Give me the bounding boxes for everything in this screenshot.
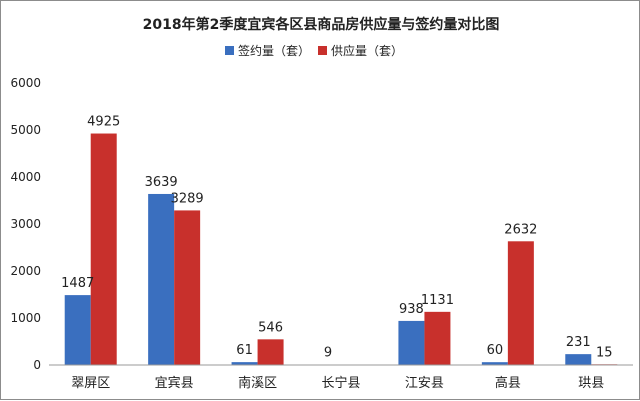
data-label-signed: 60 <box>487 343 504 358</box>
legend-swatch-supply <box>318 46 327 55</box>
x-axis: 翠屏区 宜宾县 南溪区 长宁县 江安县 高县 珙县 <box>71 375 604 391</box>
x-category-label: 翠屏区 <box>71 376 110 391</box>
data-label-signed: 3639 <box>145 175 178 190</box>
data-label-supply: 3289 <box>171 191 204 206</box>
y-tick-label: 6000 <box>10 76 41 90</box>
y-tick-label: 5000 <box>10 123 41 137</box>
chart-title: 2018年第2季度宜宾各区县商品房供应量与签约量对比图 <box>143 16 500 33</box>
data-label-signed: 231 <box>566 335 591 350</box>
legend-swatch-signed <box>225 46 234 55</box>
data-label-signed: 1487 <box>61 276 94 291</box>
y-axis: 0 1000 2000 3000 4000 5000 6000 <box>10 76 41 372</box>
bar-supply <box>508 241 534 365</box>
data-label-signed: 61 <box>236 343 253 358</box>
x-category-label: 南溪区 <box>238 375 277 391</box>
bar-signed <box>565 354 591 365</box>
x-category-label: 江安县 <box>405 376 444 391</box>
bar-signed <box>398 321 424 365</box>
x-category-label: 长宁县 <box>321 375 360 391</box>
y-tick-label: 1000 <box>10 311 41 325</box>
bar-signed <box>148 194 174 365</box>
data-label-supply: 15 <box>596 345 613 360</box>
y-tick-label: 0 <box>33 358 41 372</box>
y-tick-label: 2000 <box>10 264 41 278</box>
bar-supply <box>174 210 200 365</box>
data-label-supply: 4925 <box>87 115 120 130</box>
legend: 签约量（套） 供应量（套） <box>225 43 403 58</box>
data-label-supply: 546 <box>258 320 283 335</box>
bar-supply <box>91 134 117 365</box>
bar-supply <box>258 339 284 365</box>
bars <box>65 134 618 365</box>
legend-label-signed: 签约量（套） <box>238 43 310 58</box>
y-tick-label: 3000 <box>10 217 41 231</box>
bar-supply <box>424 312 450 365</box>
x-category-label: 珙县 <box>578 376 604 391</box>
data-label-supply: 2632 <box>504 222 537 237</box>
x-category-label: 宜宾县 <box>155 375 194 391</box>
bar-signed <box>65 295 91 365</box>
y-tick-label: 4000 <box>10 170 41 184</box>
data-label-supply: 1131 <box>421 293 454 308</box>
data-label-signed: 9 <box>324 346 332 361</box>
x-category-label: 高县 <box>495 375 521 391</box>
legend-label-supply: 供应量（套） <box>331 43 403 58</box>
